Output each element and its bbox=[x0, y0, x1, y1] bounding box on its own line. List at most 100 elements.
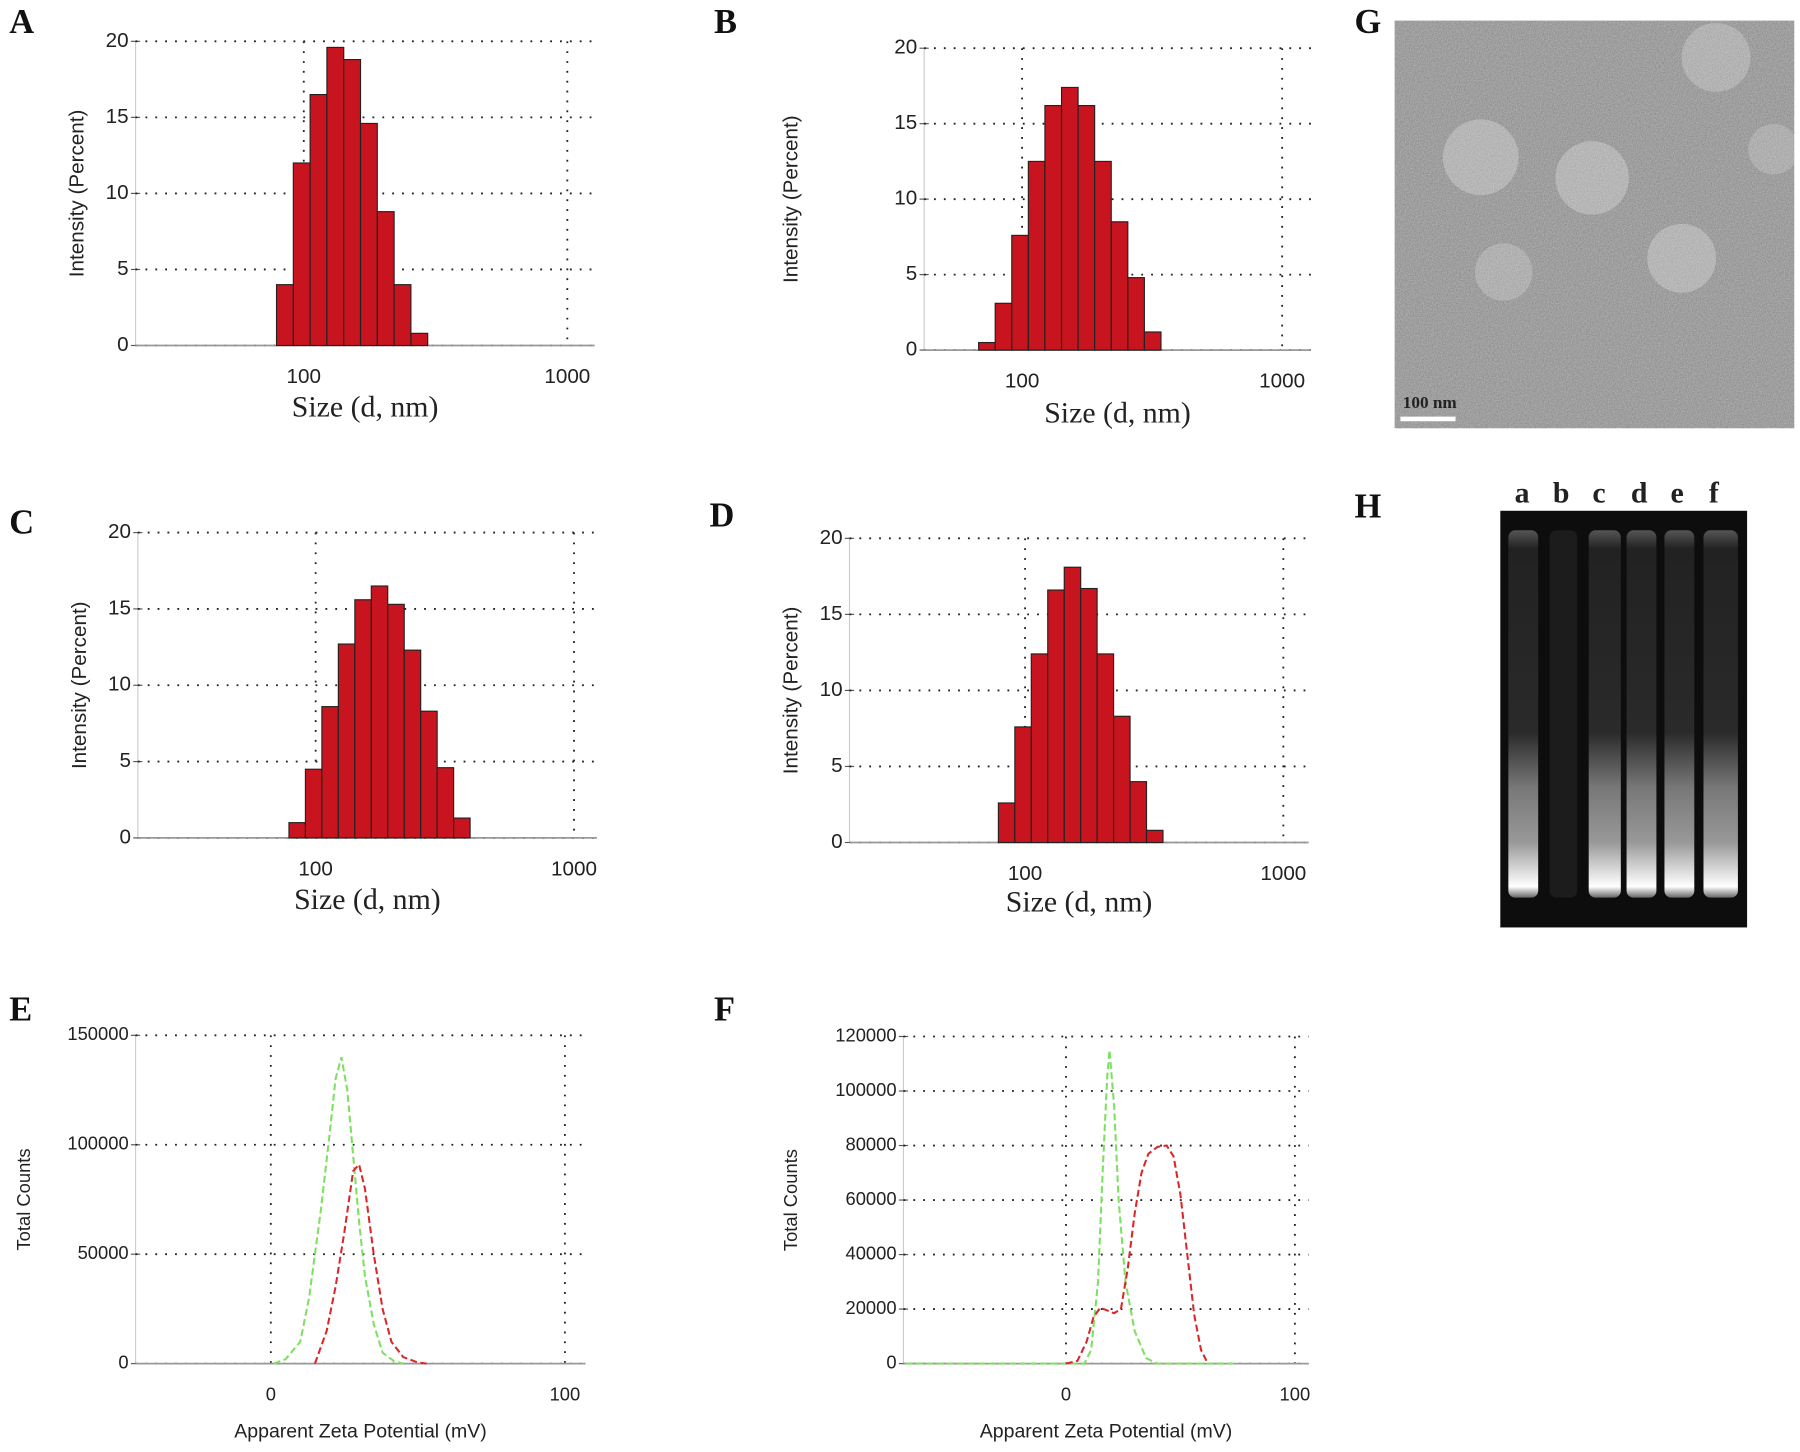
x-tick-label: 0 bbox=[1061, 1384, 1071, 1405]
y-tick-label: 15 bbox=[820, 602, 843, 625]
chart-panel: F 0 20000 40000 60000 80000 100000 120000 0 100 Ap… bbox=[714, 990, 1310, 1442]
x-axis-label: Apparent Zeta Potential (mV) bbox=[980, 1421, 1233, 1443]
chart-panel: B 0 5 10 15 20 100 1000 Size (d, nm) Intensity (P… bbox=[714, 3, 1311, 429]
bar bbox=[994, 302, 1013, 351]
y-tick-label: 20000 bbox=[845, 1297, 896, 1318]
bar bbox=[1096, 653, 1115, 844]
bar bbox=[997, 802, 1016, 844]
panel-label: C bbox=[9, 504, 34, 542]
bar bbox=[1014, 726, 1032, 844]
bar bbox=[326, 46, 345, 347]
y-tick-label: 20 bbox=[820, 526, 843, 549]
x-tick-label: 100 bbox=[1280, 1384, 1311, 1405]
y-tick-label: 40000 bbox=[845, 1242, 896, 1263]
bar bbox=[337, 643, 356, 839]
x-axis-label: Apparent Zeta Potential (mV) bbox=[234, 1421, 487, 1443]
bar bbox=[343, 58, 362, 347]
y-tick-label: 5 bbox=[906, 262, 918, 285]
bar bbox=[1027, 160, 1046, 351]
x-tick-label: 100 bbox=[1005, 370, 1039, 393]
y-axis-label: Total Counts bbox=[780, 1149, 801, 1251]
y-tick-label: 20 bbox=[894, 36, 917, 59]
bar bbox=[420, 710, 438, 839]
y-tick-label: 80000 bbox=[845, 1133, 896, 1154]
bar bbox=[1030, 653, 1049, 844]
series-line bbox=[905, 1050, 1238, 1365]
bar bbox=[288, 822, 306, 839]
bar bbox=[304, 768, 323, 839]
bar bbox=[1129, 781, 1148, 844]
x-tick-label: 1000 bbox=[544, 365, 590, 388]
series-line bbox=[273, 1056, 404, 1365]
x-axis-label: Size (d, nm) bbox=[1044, 396, 1191, 429]
bar bbox=[359, 122, 378, 347]
x-axis-label: Size (d, nm) bbox=[294, 883, 441, 916]
bar bbox=[309, 93, 328, 347]
y-tick-label: 0 bbox=[906, 338, 918, 361]
bar bbox=[370, 585, 389, 839]
bar bbox=[403, 649, 422, 839]
bar bbox=[1077, 104, 1096, 351]
y-tick-label: 100000 bbox=[835, 1079, 896, 1100]
bar bbox=[275, 284, 294, 347]
bar bbox=[436, 767, 455, 839]
y-tick-label: 0 bbox=[886, 1351, 896, 1372]
y-tick-label: 10 bbox=[820, 678, 843, 701]
bar bbox=[321, 706, 339, 839]
y-axis-label: Intensity (Percent) bbox=[68, 601, 91, 769]
x-tick-label: 1000 bbox=[1260, 862, 1306, 885]
y-tick-label: 5 bbox=[119, 749, 131, 772]
y-tick-label: 0 bbox=[831, 830, 843, 853]
x-tick-label: 0 bbox=[266, 1384, 276, 1405]
y-tick-label: 5 bbox=[831, 754, 843, 777]
chart-panel: E 0 50000 100000 150000 0 100 Apparent Zeta Pot… bbox=[9, 990, 586, 1443]
bar bbox=[1011, 234, 1029, 351]
x-tick-label: 100 bbox=[287, 365, 321, 388]
bar bbox=[1113, 715, 1131, 844]
bar bbox=[387, 603, 405, 839]
y-tick-label: 20 bbox=[108, 520, 131, 543]
bar bbox=[376, 211, 395, 347]
lane-label: c bbox=[1592, 477, 1605, 510]
series-line bbox=[313, 1162, 427, 1365]
bar bbox=[1145, 829, 1164, 844]
panel-label: F bbox=[714, 990, 735, 1028]
y-tick-label: 15 bbox=[108, 596, 131, 619]
y-axis-label: Intensity (Percent) bbox=[780, 115, 803, 283]
bar bbox=[978, 341, 996, 351]
y-tick-label: 50000 bbox=[78, 1242, 129, 1263]
bar bbox=[1094, 160, 1112, 351]
panel-label: G bbox=[1355, 3, 1382, 41]
gel-image bbox=[1500, 510, 1748, 928]
x-tick-label: 100 bbox=[550, 1384, 581, 1405]
bar bbox=[393, 284, 412, 347]
scale-bar-label: 100 nm bbox=[1403, 393, 1458, 412]
y-tick-label: 10 bbox=[894, 187, 917, 210]
bar bbox=[354, 599, 372, 839]
bar bbox=[1143, 331, 1162, 351]
bar bbox=[1060, 86, 1079, 351]
x-tick-label: 100 bbox=[1008, 862, 1042, 885]
y-tick-label: 5 bbox=[117, 257, 128, 280]
tem-image: 100 nm bbox=[1394, 20, 1799, 429]
bar bbox=[1063, 566, 1082, 844]
bar bbox=[1047, 589, 1065, 844]
lane-label: a bbox=[1515, 477, 1530, 510]
series-line bbox=[1065, 1144, 1209, 1365]
y-tick-label: 10 bbox=[108, 673, 131, 696]
y-tick-label: 10 bbox=[106, 181, 129, 204]
x-axis-label: Size (d, nm) bbox=[292, 391, 439, 424]
bar bbox=[1110, 221, 1129, 351]
chart-panel: A 0 5 10 15 20 100 1000 Size (d, nm) Intensity (P… bbox=[9, 3, 595, 424]
lane-label: f bbox=[1709, 477, 1720, 510]
lane-label: b bbox=[1553, 477, 1570, 510]
chart-panel: D 0 5 10 15 20 100 1000 Size (d, nm) Intensity (P… bbox=[709, 497, 1309, 918]
y-tick-label: 20 bbox=[106, 29, 129, 52]
y-axis-label: Intensity (Percent) bbox=[66, 110, 89, 278]
lane-label: d bbox=[1631, 477, 1648, 510]
bar bbox=[1044, 104, 1063, 351]
y-tick-label: 120000 bbox=[835, 1024, 896, 1045]
panel-label: H bbox=[1355, 488, 1382, 526]
